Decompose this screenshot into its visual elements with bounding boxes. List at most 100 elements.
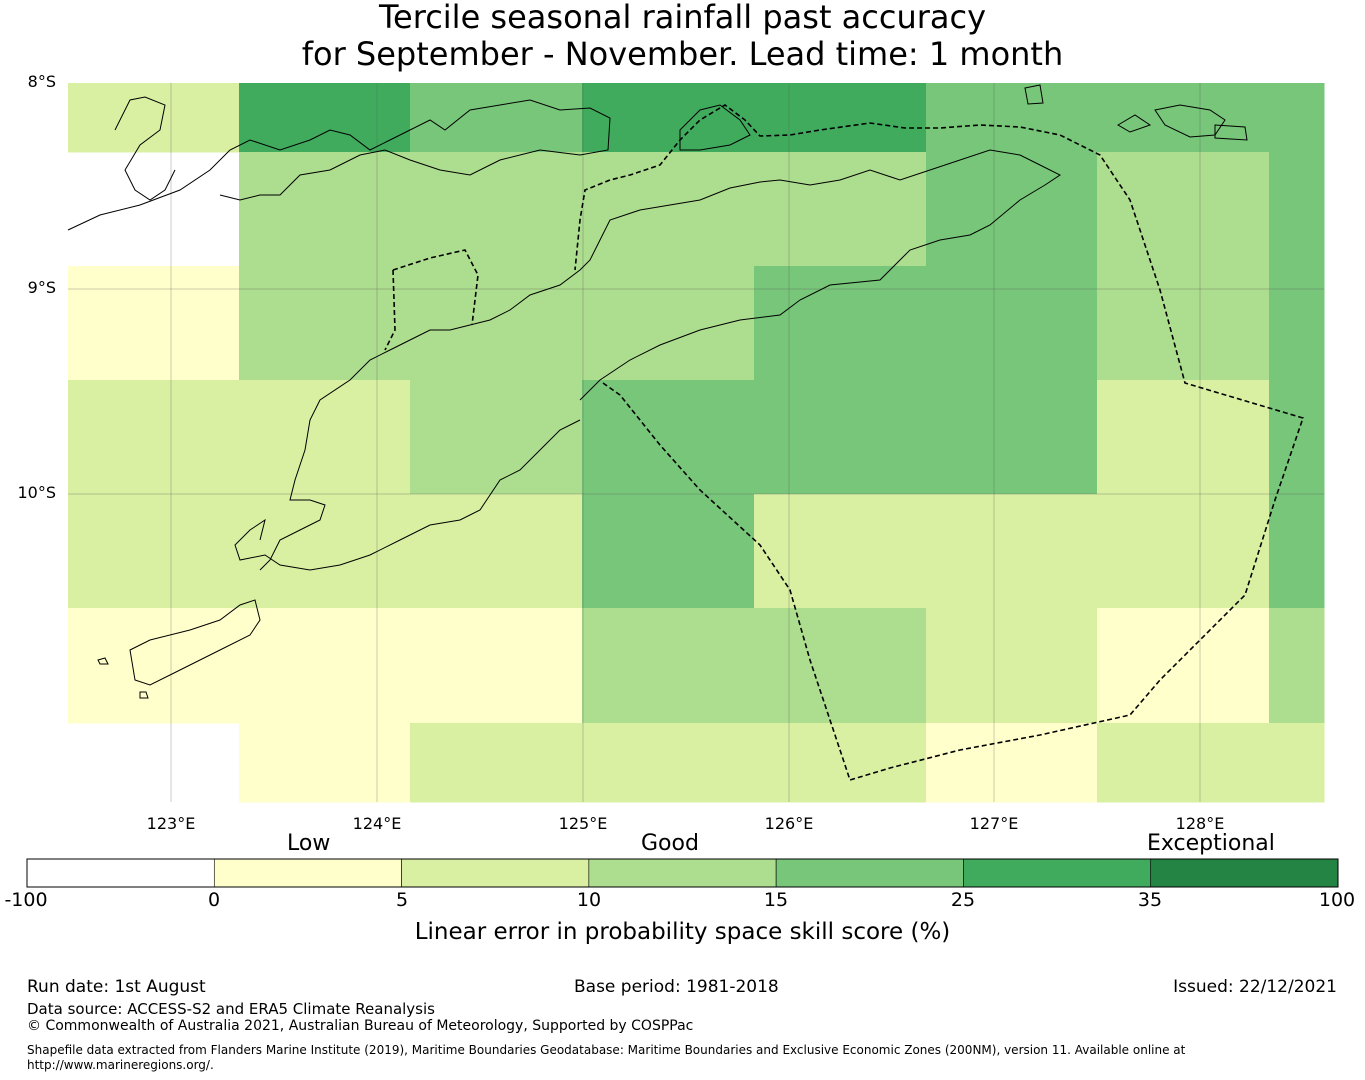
skill-cell <box>754 266 927 381</box>
skill-cell <box>410 608 583 724</box>
lon-label-124E: 124°E <box>352 814 402 833</box>
skill-cell <box>410 266 583 381</box>
run-date: Run date: 1st August <box>27 977 206 997</box>
colorbar-segment <box>1150 858 1339 888</box>
skill-cell <box>582 380 755 495</box>
skill-cell <box>1269 494 1325 609</box>
legend-category-good: Good <box>641 831 699 856</box>
skill-grid-cells <box>68 83 1325 803</box>
eez-timor-leste <box>574 104 1305 781</box>
skill-cell <box>754 608 927 724</box>
colorbar-segment <box>775 858 964 888</box>
skill-cell <box>1097 83 1270 153</box>
colorbar-segment <box>401 858 590 888</box>
colorbar-tick-15: 15 <box>763 889 789 911</box>
colorbar-frame <box>26 858 1339 888</box>
skill-cell <box>68 83 240 153</box>
skill-cell <box>582 723 755 803</box>
colorbar-segment <box>213 858 402 888</box>
skill-cell <box>926 608 1098 724</box>
skill-cell <box>68 380 240 495</box>
lon-label-125E: 125°E <box>558 814 608 833</box>
skill-cell <box>1097 266 1270 381</box>
lon-label-126E: 126°E <box>764 814 814 833</box>
chart-title-line1: Tercile seasonal rainfall past accuracy <box>378 0 987 36</box>
legend-category-exceptional: Exceptional <box>1147 831 1275 856</box>
skill-cell <box>68 608 240 724</box>
lat-label-10S: 10°S <box>17 483 56 502</box>
shapefile-credit-line1: Shapefile data extracted from Flanders M… <box>27 1043 1186 1057</box>
coastline-timor-south <box>234 419 581 571</box>
skill-cell <box>68 494 240 609</box>
colorbar-tick-25: 25 <box>950 889 976 911</box>
skill-cell <box>239 83 411 153</box>
skill-cell <box>1097 723 1270 803</box>
skill-cell <box>1269 723 1325 803</box>
skill-cell <box>410 723 583 803</box>
skill-cell <box>239 380 411 495</box>
coastline-alor <box>679 104 751 151</box>
skill-cell <box>410 83 583 153</box>
skill-cell <box>68 266 240 381</box>
map-gridlines <box>68 83 1324 802</box>
eez-oecusse <box>384 249 479 351</box>
lon-label-128E: 128°E <box>1175 814 1225 833</box>
skill-cell <box>410 380 583 495</box>
skill-cell <box>1269 608 1325 724</box>
coastline-timor <box>259 149 1061 571</box>
shapefile-credit-line2: http://www.marineregions.org/. <box>27 1058 214 1072</box>
issued-date: Issued: 22/12/2021 <box>1173 977 1337 997</box>
colorbar-segment <box>963 858 1152 888</box>
skill-cell <box>239 723 411 803</box>
coastline-flores <box>67 99 611 231</box>
skill-cell <box>1269 266 1325 381</box>
coastlines <box>67 84 1248 699</box>
colorbar-tick-10: 10 <box>576 889 602 911</box>
base-period: Base period: 1981-2018 <box>574 977 779 997</box>
skill-cell <box>1269 152 1325 267</box>
colorbar-tick-minus100: -100 <box>4 889 48 911</box>
skill-cell <box>582 152 755 267</box>
skill-cell <box>239 608 411 724</box>
colorbar-segments <box>26 858 1339 888</box>
coastline-wetar <box>1024 84 1044 105</box>
skill-cell <box>754 380 927 495</box>
skill-cell <box>754 723 927 803</box>
skill-cell <box>239 266 411 381</box>
skill-cell <box>926 494 1098 609</box>
skill-cell <box>926 152 1098 267</box>
colorbar-tick-100: 100 <box>1318 889 1356 911</box>
chart-title-line2: for September - November. Lead time: 1 m… <box>301 35 1064 73</box>
coastline-small-2 <box>1214 124 1248 141</box>
colorbar-segment <box>26 858 215 888</box>
coastline-savu <box>97 657 149 699</box>
colorbar-tick-5: 5 <box>395 889 409 911</box>
skill-cell <box>1097 152 1270 267</box>
skill-cell <box>1097 608 1270 724</box>
colorbar-tick-35: 35 <box>1137 889 1163 911</box>
skill-cell <box>1269 83 1325 153</box>
skill-cell <box>410 494 583 609</box>
coastline-east-islands <box>1154 104 1226 138</box>
skill-cell <box>582 83 755 153</box>
maritime-boundaries <box>384 104 1305 781</box>
skill-cell <box>1097 494 1270 609</box>
lon-label-123E: 123°E <box>146 814 196 833</box>
legend-category-low: Low <box>287 831 331 856</box>
colorbar-tick-0: 0 <box>207 889 221 911</box>
lat-label-9S: 9°S <box>27 278 56 297</box>
lon-label-127E: 127°E <box>969 814 1019 833</box>
skill-cell <box>926 723 1098 803</box>
coastline-rote <box>129 599 261 686</box>
colorbar-segment <box>588 858 777 888</box>
skill-cell <box>926 266 1098 381</box>
skill-cell <box>410 152 583 267</box>
copyright-notice: © Commonwealth of Australia 2021, Austra… <box>27 1018 694 1034</box>
skill-cell <box>582 608 755 724</box>
skill-cell <box>754 152 927 267</box>
skill-cell <box>754 494 927 609</box>
coastline-flores-west <box>114 96 176 201</box>
data-source: Data source: ACCESS-S2 and ERA5 Climate … <box>27 1000 435 1018</box>
